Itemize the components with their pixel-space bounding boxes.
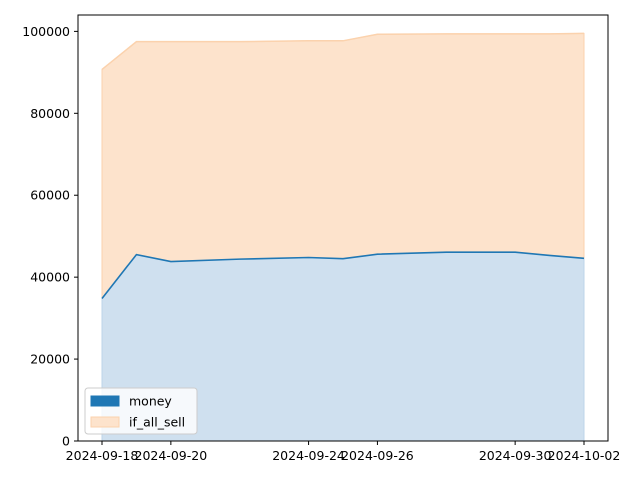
plot-lines bbox=[101, 32, 585, 299]
y-tick-label: 80000 bbox=[30, 106, 70, 121]
x-tick-label: 2024-09-18 bbox=[66, 448, 139, 463]
money-area bbox=[102, 252, 584, 441]
legend: money if_all_sell bbox=[84, 387, 198, 435]
x-tick-label: 2024-10-02 bbox=[548, 448, 621, 463]
legend-label-if-all-sell: if_all_sell bbox=[129, 415, 185, 430]
plot-frame bbox=[77, 14, 609, 442]
x-tick-label: 2024-09-26 bbox=[341, 448, 414, 463]
if-all-sell-edge bbox=[101, 32, 585, 71]
y-tick-label: 60000 bbox=[30, 188, 70, 203]
money-line bbox=[101, 251, 585, 299]
y-tick-label: 20000 bbox=[30, 352, 70, 367]
x-tick-label: 2024-09-30 bbox=[479, 448, 552, 463]
legend-label-money: money bbox=[129, 394, 172, 409]
y-axis: 0 20000 40000 60000 80000 100000 bbox=[22, 24, 78, 449]
legend-swatch-if-all-sell bbox=[90, 416, 120, 428]
x-tick-label: 2024-09-24 bbox=[272, 448, 345, 463]
legend-swatch-money bbox=[90, 395, 120, 407]
plot-areas bbox=[101, 32, 585, 441]
y-tick-label: 100000 bbox=[22, 24, 70, 39]
y-tick-label: 0 bbox=[62, 434, 70, 449]
x-tick-label: 2024-09-20 bbox=[135, 448, 208, 463]
y-tick-label: 40000 bbox=[30, 270, 70, 285]
